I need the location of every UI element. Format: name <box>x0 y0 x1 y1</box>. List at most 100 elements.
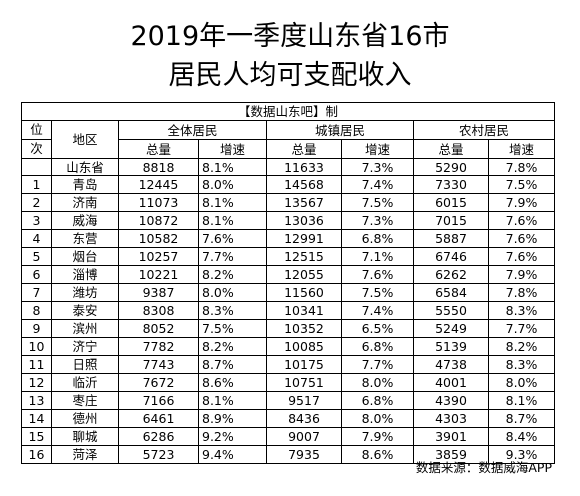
credit-cell: 【数据山东吧】制 <box>20 102 556 121</box>
urban-total: 8436 <box>266 409 342 428</box>
income-table-container: 【数据山东吧】制 位 地区 全体居民 城镇居民 农村居民 次 总量 增速 总量 … <box>20 102 556 464</box>
header-row-1: 位 地区 全体居民 城镇居民 农村居民 <box>21 120 556 159</box>
all-growth: 7.6% <box>198 229 267 248</box>
urban-total: 10352 <box>266 319 342 338</box>
all-growth: 8.7% <box>198 355 267 374</box>
rural-total: 5887 <box>413 229 489 248</box>
urban-total: 10085 <box>266 337 342 356</box>
table-row: 9 滨州 8052 7.5% 10352 6.5% 5249 7.7% <box>21 319 556 338</box>
all-total: 6461 <box>118 409 199 428</box>
rank-cell: 14 <box>21 409 52 428</box>
header-all-residents: 全体居民 <box>118 120 267 140</box>
urban-growth: 7.4% <box>341 301 414 320</box>
rank-cell: 10 <box>21 337 52 356</box>
rank-cell: 16 <box>21 445 52 464</box>
rank-cell: 8 <box>21 301 52 320</box>
urban-total: 12991 <box>266 229 342 248</box>
urban-growth: 7.5% <box>341 193 414 212</box>
rural-total: 4390 <box>413 391 489 410</box>
table-row: 11 日照 7743 8.7% 10175 7.7% 4738 8.3% <box>21 355 556 374</box>
city-name: 威海 <box>51 211 119 230</box>
rank-cell: 4 <box>21 229 52 248</box>
title-line-2: 居民人均可支配收入 <box>168 60 412 91</box>
all-total: 8052 <box>118 319 199 338</box>
table-row: 4 东营 10582 7.6% 12991 6.8% 5887 7.6% <box>21 229 556 248</box>
table-row: 10 济宁 7782 8.2% 10085 6.8% 5139 8.2% <box>21 337 556 356</box>
all-growth: 8.6% <box>198 373 267 392</box>
rank-cell: 12 <box>21 373 52 392</box>
province-rank-cell <box>21 158 52 176</box>
rural-total: 3901 <box>413 427 489 446</box>
city-name: 泰安 <box>51 301 119 320</box>
urban-growth: 7.4% <box>341 175 414 194</box>
rural-growth: 7.5% <box>487 175 556 194</box>
city-name: 东营 <box>51 229 119 248</box>
rural-total: 5249 <box>413 319 489 338</box>
province-urban-growth: 7.3% <box>341 158 414 176</box>
rural-total: 6262 <box>413 265 489 284</box>
province-rural-growth: 7.8% <box>487 158 556 176</box>
rural-total: 7330 <box>413 175 489 194</box>
all-total: 8308 <box>118 301 199 320</box>
rural-total: 6015 <box>413 193 489 212</box>
header-rural-growth: 增速 <box>487 139 556 159</box>
province-all-growth: 8.1% <box>198 158 267 176</box>
rank-cell: 9 <box>21 319 52 338</box>
city-name: 淄博 <box>51 265 119 284</box>
rural-growth: 8.1% <box>487 391 556 410</box>
city-name: 聊城 <box>51 427 119 446</box>
all-total: 11073 <box>118 193 199 212</box>
rank-cell: 5 <box>21 247 52 266</box>
urban-total: 10751 <box>266 373 342 392</box>
urban-growth: 7.7% <box>341 355 414 374</box>
table-row: 13 枣庄 7166 8.1% 9517 6.8% 4390 8.1% <box>21 391 556 410</box>
table-row: 6 淄博 10221 8.2% 12055 7.6% 6262 7.9% <box>21 265 556 284</box>
province-row: 山东省 8818 8.1% 11633 7.3% 5290 7.8% <box>21 158 556 176</box>
all-total: 7166 <box>118 391 199 410</box>
urban-growth: 6.5% <box>341 319 414 338</box>
rural-total: 5550 <box>413 301 489 320</box>
urban-growth: 6.8% <box>341 391 414 410</box>
table-row: 15 聊城 6286 9.2% 9007 7.9% 3901 8.4% <box>21 427 556 446</box>
table-row: 16 菏泽 5723 9.4% 7935 8.6% 3859 9.3% <box>21 445 556 464</box>
urban-total: 10341 <box>266 301 342 320</box>
header-region: 地区 <box>51 120 119 159</box>
urban-growth: 7.3% <box>341 211 414 230</box>
table-row: 2 济南 11073 8.1% 13567 7.5% 6015 7.9% <box>21 193 556 212</box>
table-row: 3 威海 10872 8.1% 13036 7.3% 7015 7.6% <box>21 211 556 230</box>
rural-growth: 7.9% <box>487 265 556 284</box>
table-row: 8 泰安 8308 8.3% 10341 7.4% 5550 8.3% <box>21 301 556 320</box>
rank-cell: 15 <box>21 427 52 446</box>
header-rank-bottom: 次 <box>21 139 52 159</box>
all-growth: 9.4% <box>198 445 267 464</box>
rural-growth: 8.3% <box>487 355 556 374</box>
urban-growth: 6.8% <box>341 229 414 248</box>
province-all-total: 8818 <box>118 158 199 176</box>
rural-total: 4303 <box>413 409 489 428</box>
income-table: 【数据山东吧】制 位 地区 全体居民 城镇居民 农村居民 次 总量 增速 总量 … <box>20 102 556 464</box>
rural-total: 4001 <box>413 373 489 392</box>
header-all-total: 总量 <box>118 139 199 159</box>
header-urban-growth: 增速 <box>341 139 414 159</box>
urban-total: 12515 <box>266 247 342 266</box>
city-name: 德州 <box>51 409 119 428</box>
urban-total: 13567 <box>266 193 342 212</box>
urban-total: 9007 <box>266 427 342 446</box>
rank-cell: 2 <box>21 193 52 212</box>
province-urban-total: 11633 <box>266 158 342 176</box>
urban-total: 14568 <box>266 175 342 194</box>
table-row: 7 潍坊 9387 8.0% 11560 7.5% 6584 7.8% <box>21 283 556 302</box>
urban-growth: 7.5% <box>341 283 414 302</box>
rural-growth: 9.3% <box>487 445 556 464</box>
rank-cell: 11 <box>21 355 52 374</box>
rank-cell: 1 <box>21 175 52 194</box>
city-name: 青岛 <box>51 175 119 194</box>
urban-growth: 8.6% <box>341 445 414 464</box>
header-rank-top: 位 <box>21 120 52 140</box>
header-all-growth: 增速 <box>198 139 267 159</box>
all-growth: 8.3% <box>198 301 267 320</box>
city-name: 济南 <box>51 193 119 212</box>
urban-total: 11560 <box>266 283 342 302</box>
all-growth: 8.1% <box>198 211 267 230</box>
rank-cell: 3 <box>21 211 52 230</box>
